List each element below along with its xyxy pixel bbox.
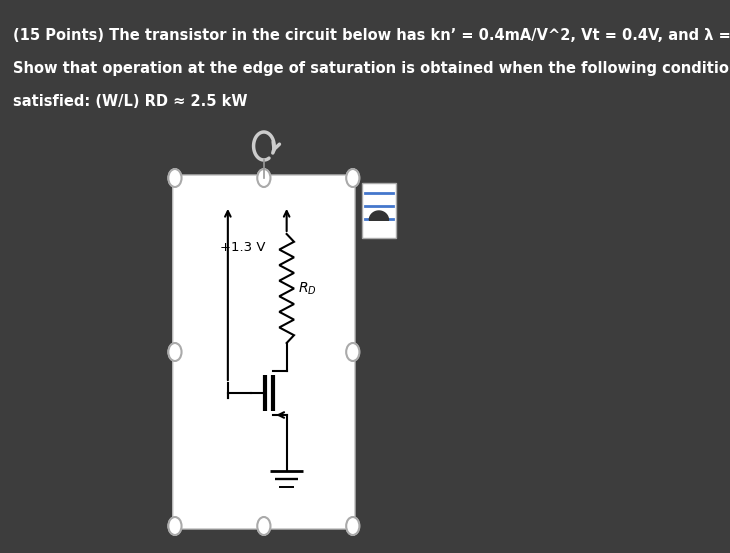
Text: +1.3 V: +1.3 V — [220, 241, 266, 254]
Circle shape — [169, 343, 182, 361]
Text: $R_D$: $R_D$ — [299, 280, 317, 297]
FancyBboxPatch shape — [173, 175, 355, 529]
FancyBboxPatch shape — [361, 183, 396, 238]
Circle shape — [346, 343, 359, 361]
Text: (15 Points) The transistor in the circuit below has kn’ = 0.4mA/V^2, Vt = 0.4V, : (15 Points) The transistor in the circui… — [13, 28, 730, 43]
Circle shape — [346, 169, 359, 187]
Circle shape — [257, 169, 271, 187]
Polygon shape — [369, 211, 388, 220]
Circle shape — [169, 517, 182, 535]
Circle shape — [346, 517, 359, 535]
Text: satisfied: (W/L) RD ≈ 2.5 kW: satisfied: (W/L) RD ≈ 2.5 kW — [13, 94, 247, 109]
Circle shape — [169, 169, 182, 187]
Circle shape — [257, 517, 271, 535]
Text: Show that operation at the edge of saturation is obtained when the following con: Show that operation at the edge of satur… — [13, 61, 730, 76]
